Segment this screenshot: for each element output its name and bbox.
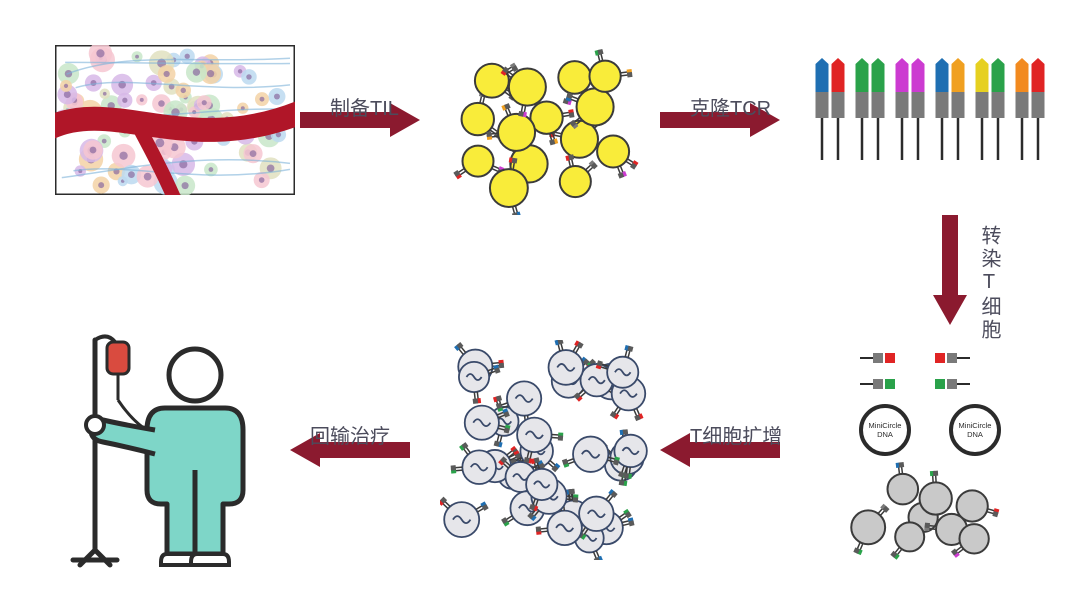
panel-expansion [440,340,660,560]
arrow-label-a4: T细胞扩增 [690,420,782,449]
panel-transfection: MiniCircleDNAMiniCircleDNA [825,340,1045,560]
arrow-label-a3: 转染T细胞 [975,225,1004,342]
panel-tumor [55,45,295,195]
plasmid-label: DNA [967,430,983,439]
plasmid-label: MiniCircle [959,421,992,430]
panel-patient [55,320,265,570]
arrow-a3 [930,215,970,325]
arrow-label-a2: 克隆TCR [690,92,771,121]
panel-til-cells [445,45,645,215]
arrow-label-a5: 回输治疗 [310,420,390,449]
panel-tcr-constructs [810,50,1050,170]
plasmid-label: MiniCircle [869,421,902,430]
plasmid-label: DNA [877,430,893,439]
arrow-label-a1: 制备TIL [330,92,399,121]
diagram-stage: MiniCircleDNAMiniCircleDNA 制备TIL克隆TCR转染T… [0,0,1080,608]
